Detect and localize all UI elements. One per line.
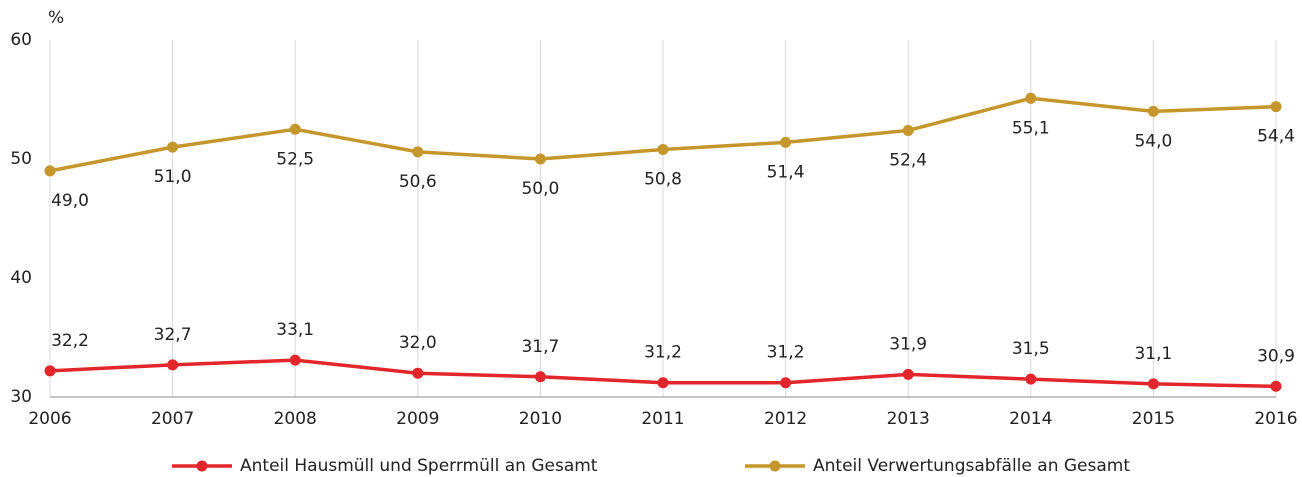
data-point xyxy=(289,123,301,135)
x-tick-label: 2011 xyxy=(641,409,684,429)
data-label: 50,8 xyxy=(644,169,682,189)
data-label: 31,5 xyxy=(1012,339,1050,359)
data-label: 55,1 xyxy=(1012,118,1050,138)
data-point xyxy=(1025,373,1037,385)
x-tick-label: 2014 xyxy=(1009,409,1052,429)
data-label: 52,5 xyxy=(276,149,314,169)
x-tick-label: 2015 xyxy=(1132,409,1175,429)
data-label: 49,0 xyxy=(51,191,89,211)
y-tick-label: 40 xyxy=(10,268,32,288)
data-label: 31,2 xyxy=(644,343,682,363)
data-point xyxy=(44,165,56,177)
data-point xyxy=(289,354,301,366)
data-point xyxy=(1147,105,1159,117)
x-tick-label: 2012 xyxy=(764,409,807,429)
data-point xyxy=(534,153,546,165)
data-point xyxy=(167,359,179,371)
data-label: 31,1 xyxy=(1134,344,1172,364)
data-point xyxy=(167,141,179,153)
data-label: 32,7 xyxy=(154,325,192,345)
x-tick-label: 2006 xyxy=(28,409,71,429)
x-tick-label: 2010 xyxy=(519,409,562,429)
data-label: 31,9 xyxy=(889,334,927,354)
data-label: 32,2 xyxy=(51,331,89,351)
data-point xyxy=(1147,378,1159,390)
data-label: 50,0 xyxy=(521,179,559,199)
data-label: 51,4 xyxy=(767,162,805,182)
data-label: 52,4 xyxy=(889,150,927,170)
legend-label: Anteil Verwertungsabfälle an Gesamt xyxy=(813,456,1130,476)
legend-label: Anteil Hausmüll und Sperrmüll an Gesamt xyxy=(240,456,598,476)
data-point xyxy=(1270,101,1282,113)
data-point xyxy=(780,377,792,389)
data-label: 33,1 xyxy=(276,320,314,340)
x-tick-label: 2013 xyxy=(887,409,930,429)
data-label: 30,9 xyxy=(1257,346,1295,366)
data-label: 54,4 xyxy=(1257,127,1295,147)
data-point xyxy=(1270,380,1282,392)
data-point xyxy=(412,367,424,379)
x-tick-label: 2009 xyxy=(396,409,439,429)
data-point xyxy=(412,146,424,158)
data-label: 54,0 xyxy=(1134,131,1172,151)
data-label: 31,7 xyxy=(521,337,559,357)
y-tick-label: 30 xyxy=(10,387,32,407)
legend-swatch-dot xyxy=(769,460,781,472)
data-point xyxy=(902,124,914,136)
data-label: 32,0 xyxy=(399,333,437,353)
data-point xyxy=(780,136,792,148)
data-point xyxy=(902,368,914,380)
data-point xyxy=(657,377,669,389)
x-tick-label: 2007 xyxy=(151,409,194,429)
y-unit: % xyxy=(48,8,64,28)
data-point xyxy=(657,143,669,155)
data-label: 31,2 xyxy=(767,343,805,363)
y-tick-label: 60 xyxy=(10,30,32,50)
data-label: 51,0 xyxy=(154,167,192,187)
data-point xyxy=(1025,92,1037,104)
y-tick-label: 50 xyxy=(10,149,32,169)
legend-swatch-dot xyxy=(196,460,208,472)
data-point xyxy=(44,365,56,377)
data-point xyxy=(534,371,546,383)
x-tick-label: 2016 xyxy=(1254,409,1297,429)
data-label: 50,6 xyxy=(399,172,437,192)
x-tick-label: 2008 xyxy=(274,409,317,429)
